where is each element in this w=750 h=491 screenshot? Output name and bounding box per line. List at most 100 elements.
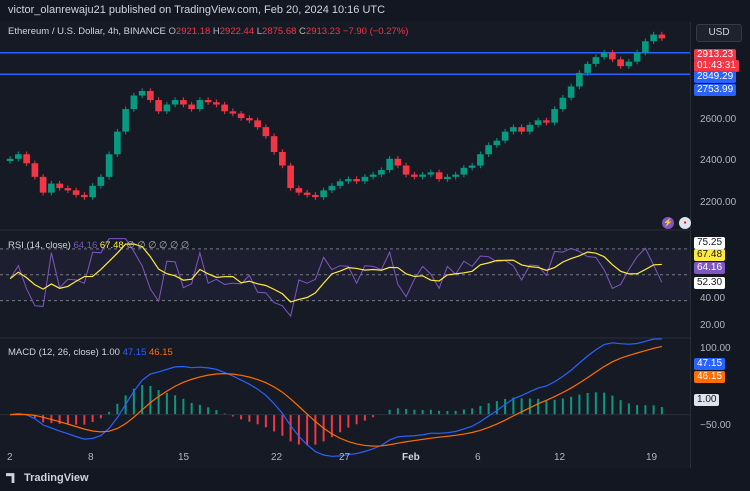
candle xyxy=(650,34,657,42)
macd-signal-tag: 46.15 xyxy=(694,371,726,383)
rsi-ma-tag: 67.48 xyxy=(694,249,726,261)
candle xyxy=(600,52,608,58)
macd-value: 47.15 xyxy=(122,347,147,358)
rsi-title: RSI (14, close) xyxy=(8,240,71,251)
countdown-tag: 01:43:31 xyxy=(694,60,739,72)
macd-signal-value: 46.15 xyxy=(149,347,173,358)
candle xyxy=(411,174,418,177)
candle xyxy=(592,57,600,64)
macd-tick: −50.00 xyxy=(700,420,731,431)
high-value: 2922.44 xyxy=(219,26,255,37)
candle xyxy=(155,100,162,112)
macd-histogram-bar xyxy=(132,388,135,415)
rsi-ma-line xyxy=(9,243,662,303)
macd-histogram-bar xyxy=(421,409,424,415)
macd-histogram-bar xyxy=(281,414,284,436)
candle xyxy=(114,131,121,155)
candle xyxy=(361,176,369,182)
candle xyxy=(510,127,517,132)
candle xyxy=(56,183,63,189)
candle xyxy=(105,154,113,177)
rsi-value: 64.16 xyxy=(73,240,98,251)
close-label: C xyxy=(299,26,306,37)
macd-histogram-bar xyxy=(570,396,573,415)
candle xyxy=(180,100,187,105)
currency-button[interactable]: USD xyxy=(696,24,742,42)
candle xyxy=(444,176,451,180)
tradingview-logo[interactable]: TradingView xyxy=(6,472,89,484)
flag-icon[interactable]: ▪ xyxy=(679,217,691,229)
macd-histogram-bar xyxy=(264,414,267,428)
candle xyxy=(130,95,138,110)
candle xyxy=(188,104,195,110)
candle xyxy=(287,165,294,189)
macd-line xyxy=(10,338,662,457)
candle xyxy=(427,172,435,175)
macd-histogram-bar xyxy=(289,414,292,442)
macd-histogram-bar xyxy=(248,414,251,422)
symbol-name: Ethereum / U.S. Dollar, 4h, BINANCE xyxy=(8,26,166,37)
macd-histogram-bar xyxy=(273,414,276,432)
candle xyxy=(229,111,237,114)
lightning-icon[interactable]: ⚡ xyxy=(662,217,674,229)
candle xyxy=(64,188,72,191)
macd-histogram-bar xyxy=(586,392,589,415)
candle xyxy=(526,124,534,132)
macd-histogram-bar xyxy=(58,414,61,424)
macd-histogram-bar xyxy=(231,414,234,417)
macd-histogram-bar xyxy=(75,414,78,425)
candle xyxy=(468,165,476,168)
macd-histogram-bar xyxy=(471,408,474,415)
rsi-tick: 75.25 xyxy=(694,237,726,249)
time-tick: 15 xyxy=(178,452,190,463)
rsi-legend: RSI (14, close) 64.16 67.48 ∅ ∅ ∅ ∅ ∅ ∅ xyxy=(8,240,189,251)
brand-name: TradingView xyxy=(24,472,89,484)
candle xyxy=(485,145,492,155)
macd-histogram-bar xyxy=(215,410,218,415)
candle xyxy=(584,63,591,73)
candle xyxy=(89,185,96,198)
macd-histogram-bar xyxy=(462,409,465,415)
macd-histogram-bar xyxy=(157,390,160,415)
candle xyxy=(122,109,129,132)
chart-svg[interactable] xyxy=(0,22,690,468)
macd-histogram-bar xyxy=(495,401,498,415)
macd-histogram-bar xyxy=(149,385,152,415)
candle xyxy=(609,52,616,60)
price-tick: 2600.00 xyxy=(700,114,737,125)
candle xyxy=(419,174,426,177)
candle xyxy=(246,118,253,121)
low-label: L xyxy=(256,26,263,37)
macd-histogram-bar xyxy=(174,395,177,415)
macd-histogram-bar xyxy=(660,407,663,415)
candle xyxy=(378,170,385,175)
rsi-placeholders: ∅ ∅ ∅ ∅ ∅ ∅ xyxy=(126,240,190,251)
candle xyxy=(435,172,443,180)
macd-histogram-bar xyxy=(603,392,606,415)
candle xyxy=(171,100,179,105)
macd-histogram-bar xyxy=(512,397,515,415)
candle xyxy=(493,140,501,146)
candle xyxy=(270,136,278,152)
candle xyxy=(31,163,39,177)
candle xyxy=(295,188,303,193)
macd-histogram-bar xyxy=(528,398,531,415)
chart-area[interactable] xyxy=(0,22,690,468)
macd-histogram-bar xyxy=(190,402,193,415)
top-bar: victor_olanrewaju21 published on Trading… xyxy=(0,0,750,22)
macd-histogram-bar xyxy=(446,411,449,415)
time-tick: 22 xyxy=(271,452,283,463)
macd-histogram-bar xyxy=(652,405,655,415)
rsi-tick: 52.30 xyxy=(694,277,726,289)
open-label: O xyxy=(168,26,176,37)
rsi-tick: 20.00 xyxy=(700,320,726,331)
candle xyxy=(81,194,88,198)
macd-hist-value: 1.00 xyxy=(101,347,120,358)
macd-histogram-bar xyxy=(33,414,36,418)
candle xyxy=(402,165,410,175)
macd-histogram-bar xyxy=(198,404,201,415)
tradingview-logo-icon xyxy=(6,473,15,484)
candle xyxy=(48,183,55,193)
candle xyxy=(625,61,633,67)
time-tick: 2 xyxy=(7,452,13,463)
